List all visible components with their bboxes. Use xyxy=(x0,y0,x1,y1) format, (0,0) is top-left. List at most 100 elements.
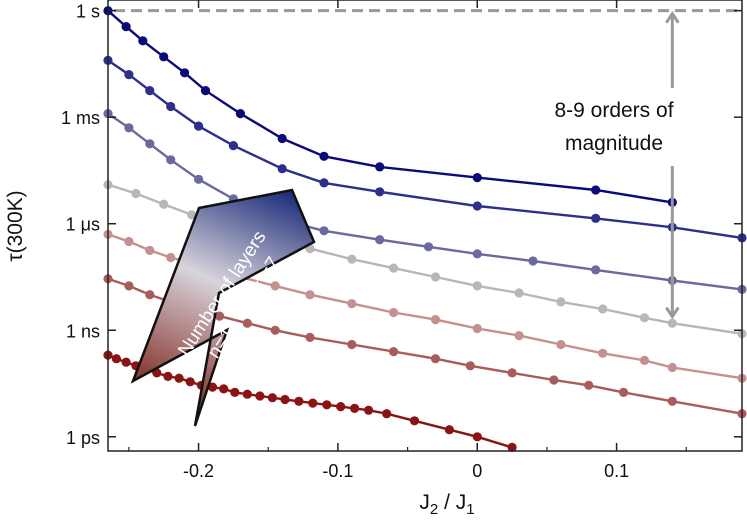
series-5-point-15 xyxy=(598,348,608,358)
series-3-point-2 xyxy=(124,70,134,80)
series-5-point-11 xyxy=(430,315,441,325)
layers-arrow-symbol: → xyxy=(230,294,258,321)
series-1-point-14 xyxy=(598,304,608,314)
series-7-point-11 xyxy=(207,382,218,392)
series-7-point-21 xyxy=(336,402,346,412)
series-6-point-14 xyxy=(507,368,517,378)
series-7-point-16 xyxy=(267,393,277,403)
layers-arrow-shape xyxy=(130,188,316,427)
series-7-point-17 xyxy=(280,394,290,405)
magnitude-label-line1: 8-9 orders of xyxy=(554,99,673,122)
series-6-point-3 xyxy=(145,290,155,300)
x-axis-label-divider: / J xyxy=(438,491,466,514)
series-2-point-9 xyxy=(319,151,329,161)
series-5-point-9 xyxy=(347,299,357,309)
series-7-point-3 xyxy=(121,357,131,367)
series-3-point-4 xyxy=(166,101,176,112)
series-5-point-3 xyxy=(145,245,155,255)
y-axis-ticks: 1 s 1 ms 1 μs 1 ns 1 ps xyxy=(61,2,742,448)
series-7-point-22 xyxy=(350,403,360,413)
series-1-point-3 xyxy=(159,199,169,209)
series-3-point-3 xyxy=(145,86,155,96)
x-tick-label-3: 0 xyxy=(472,461,482,481)
series-1-point-2 xyxy=(131,188,141,199)
x-tick-label-1: -0.2 xyxy=(183,461,214,481)
series-1-point-13 xyxy=(556,297,566,307)
series-1-point-9 xyxy=(389,263,399,273)
series-1-point-16 xyxy=(667,318,677,328)
series-7-point-20 xyxy=(322,400,332,410)
series-2-point-10 xyxy=(375,162,385,172)
series-4-point-8 xyxy=(319,226,329,236)
series-1-point-8 xyxy=(347,254,357,264)
series-5-point-16 xyxy=(639,355,650,365)
series-6-point-7 xyxy=(242,318,252,328)
series-3-point-7 xyxy=(277,164,287,174)
series-7-point-19 xyxy=(308,398,318,408)
series-6-point-16 xyxy=(584,380,594,390)
series-7-point-13 xyxy=(230,387,240,397)
series-1 xyxy=(103,180,747,339)
series-7-point-26 xyxy=(444,425,454,435)
series-4-point-9 xyxy=(375,235,385,245)
series-6-point-10 xyxy=(347,339,357,350)
series-2-point-5 xyxy=(180,68,190,78)
series-2-point-12 xyxy=(591,185,601,195)
series-2-point-11 xyxy=(472,173,482,183)
series-3-point-6 xyxy=(228,141,238,151)
x-tick-label-4: 0.1 xyxy=(604,461,629,481)
series-6-point-13 xyxy=(465,361,475,371)
series-7-point-27 xyxy=(472,432,482,442)
series-4-point-10 xyxy=(423,242,434,252)
series-2-point-8 xyxy=(277,133,287,144)
y-axis-label: τ(300K) xyxy=(4,190,27,261)
series-7-point-2 xyxy=(111,354,121,364)
series-1-point-10 xyxy=(430,272,441,282)
magnitude-label-line2: magnitude xyxy=(565,132,663,155)
y-tick-label-3: 1 μs xyxy=(66,215,100,235)
series-4-point-3 xyxy=(145,139,155,149)
series-6-point-15 xyxy=(549,375,559,385)
series-6-point-12 xyxy=(430,354,441,364)
series-3-point-8 xyxy=(319,178,329,188)
y-tick-label-1: 1 s xyxy=(76,2,100,22)
series-3-point-5 xyxy=(194,121,204,131)
series-3-point-11 xyxy=(591,213,601,223)
series-7-point-8 xyxy=(174,373,184,383)
series-4 xyxy=(103,109,747,294)
series-5-point-4 xyxy=(166,252,176,263)
series-2-point-2 xyxy=(121,22,131,32)
series-6-point-8 xyxy=(270,325,280,335)
series-7-point-18 xyxy=(294,396,304,406)
series-4-point-11 xyxy=(472,249,482,259)
magnitude-arrowhead-top xyxy=(665,10,680,24)
series-5-point-12 xyxy=(472,323,482,334)
series-5-point-10 xyxy=(389,307,399,318)
series-5 xyxy=(103,229,747,383)
series-1-point-15 xyxy=(639,313,650,323)
y-tick-label-5: 1 ps xyxy=(66,428,100,448)
series-7-point-28 xyxy=(507,442,517,452)
series-1-point-11 xyxy=(472,281,482,291)
series-6-point-11 xyxy=(389,347,399,357)
x-axis-label-sub-1: 1 xyxy=(466,501,474,518)
series-6-point-18 xyxy=(667,396,677,406)
series-7-point-24 xyxy=(382,409,392,419)
series-5-point-2 xyxy=(124,236,134,247)
series-2-point-4 xyxy=(159,52,169,62)
series-6-point-2 xyxy=(124,281,134,291)
series-5-point-8 xyxy=(305,290,315,300)
y-tick-label-4: 1 ns xyxy=(66,321,100,341)
series-3 xyxy=(103,55,747,243)
series-5-point-14 xyxy=(556,339,566,350)
series-6-point-6 xyxy=(214,311,225,321)
series-4-point-4 xyxy=(166,155,176,165)
series-7-point-14 xyxy=(242,389,252,399)
series-7 xyxy=(103,350,517,452)
series-5-point-7 xyxy=(270,281,280,291)
series-6-point-17 xyxy=(619,387,629,397)
y-tick-label-2: 1 ms xyxy=(61,108,100,128)
annotation-layer: 8-9 orders of magnitude xyxy=(114,9,740,320)
series-4-point-12 xyxy=(528,256,538,266)
